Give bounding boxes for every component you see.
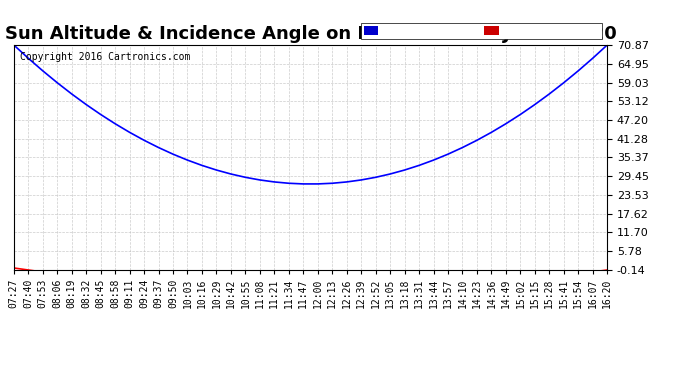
Title: Sun Altitude & Incidence Angle on PV Panels Sat Jan 9 16:20: Sun Altitude & Incidence Angle on PV Pan… [5, 26, 616, 44]
Text: Copyright 2016 Cartronics.com: Copyright 2016 Cartronics.com [20, 52, 190, 62]
Legend: Incident (Angle °), Altitude (Angle °): Incident (Angle °), Altitude (Angle °) [361, 23, 602, 39]
